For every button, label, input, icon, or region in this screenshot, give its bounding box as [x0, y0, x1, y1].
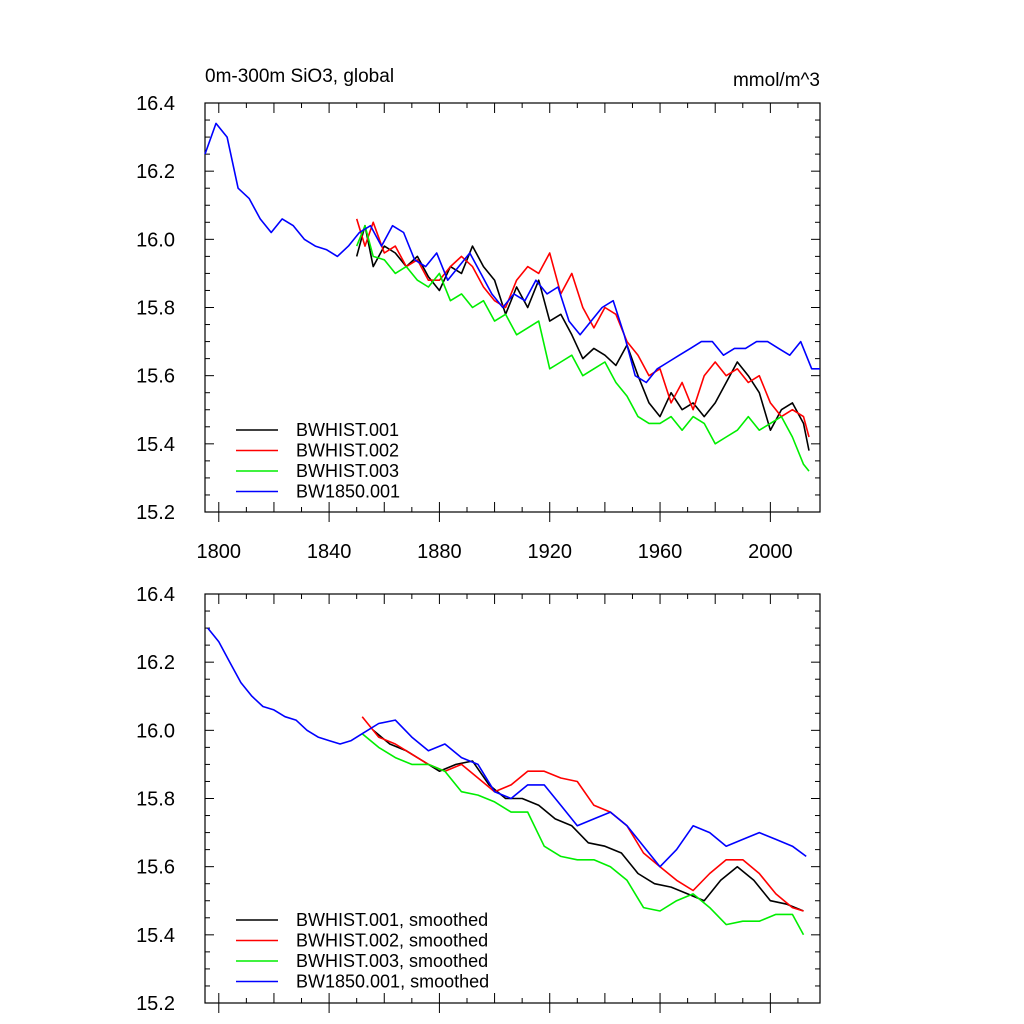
units-label: mmol/m^3	[733, 70, 820, 91]
series-line-3	[361, 733, 805, 936]
x-tick-label: 1800	[197, 541, 242, 563]
y-tick-label: 15.4	[136, 925, 175, 947]
y-tick-label: 15.6	[136, 857, 175, 879]
series-line-2	[355, 218, 810, 438]
x-tick-label: 1920	[527, 541, 572, 563]
bottom-panel: 15.2 15.4 15.6 15.8 16.0 16.2 16.4 BWHIST.001, …	[136, 584, 821, 1015]
y-tick-label: 15.8	[136, 789, 175, 811]
legend-label: BWHIST.003, smoothed	[296, 951, 488, 971]
y-tick-label: 15.4	[136, 434, 175, 456]
y-tick-label: 16.0	[136, 720, 175, 742]
x-tick-label: 1840	[307, 541, 352, 563]
legend-label: BWHIST.003	[296, 461, 399, 481]
legend-label: BWHIST.001	[296, 420, 399, 440]
series-line-1	[355, 224, 810, 451]
legend-label: BW1850.001, smoothed	[296, 972, 489, 992]
y-tick-label: 16.2	[136, 161, 175, 183]
legend-label: BWHIST.001, smoothed	[296, 910, 488, 930]
y-tick-label: 16.2	[136, 652, 175, 674]
series-line-3	[355, 224, 810, 472]
x-tick-label: 1960	[638, 541, 683, 563]
series-line-4	[207, 627, 807, 868]
legend-label: BW1850.001	[296, 482, 400, 502]
y-tick-label: 16.4	[136, 93, 175, 115]
y-tick-label: 15.6	[136, 366, 175, 388]
y-tick-label: 15.2	[136, 502, 175, 524]
chart-title: 0m-300m SiO3, global	[205, 66, 394, 87]
top-panel: 0m-300m SiO3, global mmol/m^3 15.2 15.4 15…	[136, 66, 821, 563]
y-tick-label: 15.8	[136, 298, 175, 320]
x-tick-label: 1880	[417, 541, 462, 563]
series-line-1	[372, 729, 804, 912]
series-line-4	[204, 122, 820, 384]
legend-label: BWHIST.002	[296, 441, 399, 461]
x-tick-label: 2000	[748, 541, 793, 563]
y-tick-label: 16.4	[136, 584, 175, 606]
y-tick-label: 15.2	[136, 993, 175, 1015]
series-line-2	[361, 716, 804, 912]
y-tick-label: 16.0	[136, 229, 175, 251]
legend-label: BWHIST.002, smoothed	[296, 931, 488, 951]
